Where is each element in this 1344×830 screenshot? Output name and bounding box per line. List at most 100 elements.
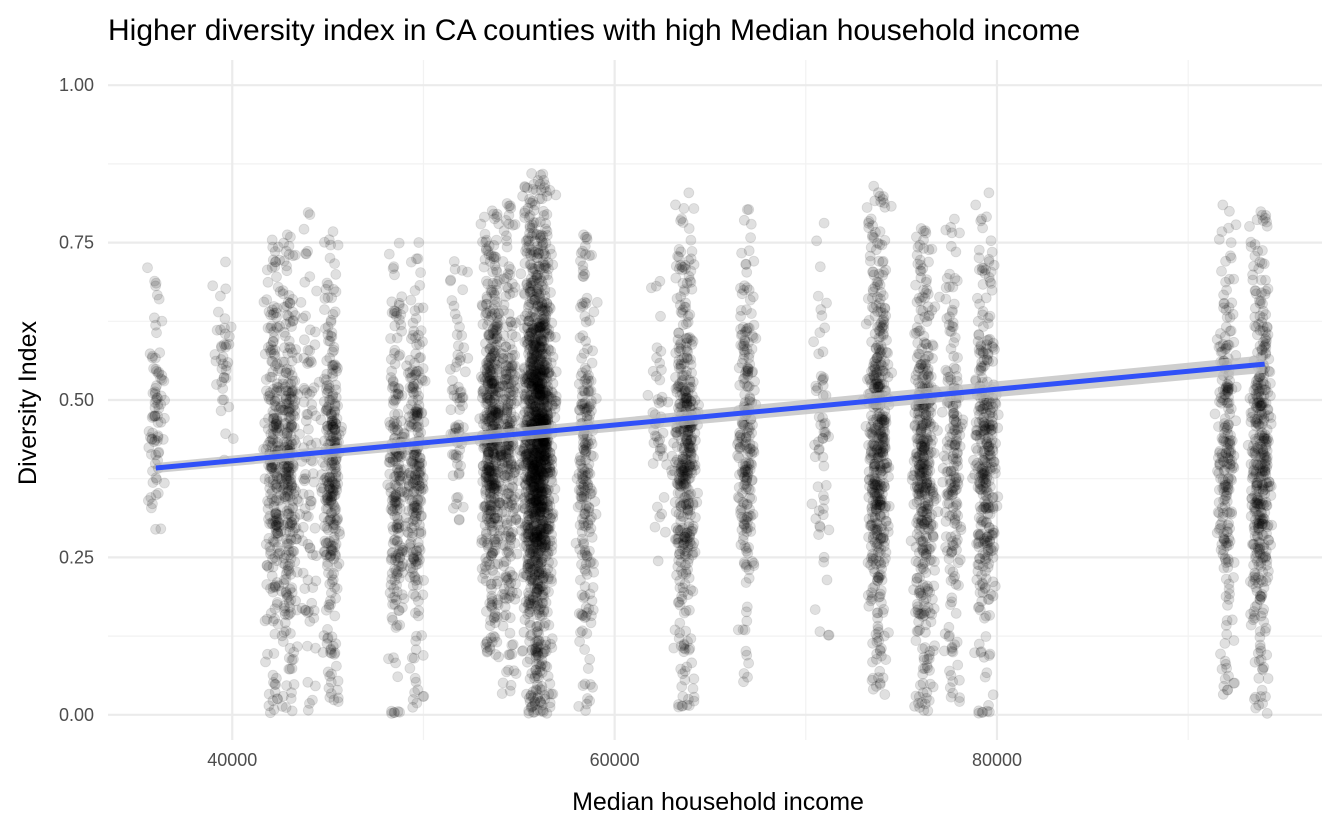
- data-point: [223, 338, 235, 350]
- data-point: [146, 433, 158, 445]
- data-point: [324, 430, 336, 442]
- data-point: [446, 295, 458, 306]
- data-point: [524, 369, 536, 381]
- data-point: [538, 259, 549, 271]
- data-point: [498, 305, 509, 316]
- data-point: [271, 520, 283, 532]
- data-point: [262, 341, 274, 353]
- data-point: [267, 434, 279, 446]
- data-point: [298, 223, 310, 235]
- data-point: [743, 657, 754, 669]
- data-point: [385, 333, 397, 344]
- data-point: [733, 452, 745, 464]
- data-point: [393, 521, 405, 533]
- data-point: [259, 615, 271, 627]
- data-point: [264, 371, 276, 383]
- data-point: [156, 374, 168, 386]
- data-point: [271, 415, 283, 427]
- data-point: [152, 417, 164, 428]
- data-point: [262, 495, 274, 507]
- data-point: [688, 203, 700, 214]
- data-point: [584, 695, 595, 707]
- data-point: [740, 475, 752, 486]
- data-point: [270, 508, 282, 519]
- data-point: [521, 182, 533, 194]
- data-point: [220, 256, 231, 268]
- data-point: [591, 296, 603, 308]
- data-point: [815, 370, 827, 382]
- data-point: [449, 263, 461, 275]
- data-point: [152, 399, 164, 411]
- data-point: [521, 335, 533, 347]
- data-point: [269, 603, 281, 615]
- data-point: [147, 477, 159, 488]
- data-point: [216, 340, 227, 352]
- data-point: [220, 360, 232, 372]
- data-point: [536, 514, 547, 526]
- data-point: [396, 589, 408, 601]
- data-point: [809, 451, 821, 463]
- data-point: [143, 442, 155, 453]
- data-point: [217, 383, 229, 394]
- data-point: [687, 683, 699, 694]
- data-point: [489, 632, 501, 643]
- data-point: [444, 275, 456, 287]
- data-point: [587, 681, 598, 693]
- data-point: [812, 290, 824, 302]
- data-point: [328, 500, 340, 511]
- data-point: [413, 302, 425, 314]
- data-point: [146, 433, 158, 445]
- data-point: [401, 546, 413, 558]
- data-point: [157, 433, 169, 445]
- data-point: [506, 481, 518, 492]
- data-point: [536, 648, 548, 659]
- data-point: [272, 618, 284, 630]
- data-point: [260, 374, 272, 385]
- data-point: [533, 658, 545, 670]
- data-point: [408, 570, 420, 582]
- data-point: [149, 388, 161, 400]
- data-point: [268, 648, 280, 659]
- data-point: [271, 577, 283, 588]
- data-point: [322, 385, 334, 397]
- data-point: [673, 701, 684, 713]
- data-point: [746, 308, 757, 319]
- data-point: [536, 684, 547, 696]
- data-point: [148, 312, 160, 324]
- data-point: [270, 528, 282, 540]
- data-point: [270, 506, 282, 518]
- data-point: [383, 248, 395, 260]
- data-point: [261, 385, 272, 397]
- data-point: [404, 662, 416, 674]
- data-point: [576, 352, 587, 364]
- data-point: [263, 688, 275, 700]
- data-point: [263, 306, 275, 318]
- data-point: [454, 355, 466, 366]
- data-point: [585, 488, 597, 499]
- data-point: [143, 425, 155, 437]
- data-point: [150, 489, 162, 501]
- data-point: [219, 328, 231, 340]
- data-point: [149, 410, 161, 422]
- data-point: [505, 532, 517, 544]
- data-point: [813, 436, 824, 448]
- data-point: [408, 652, 420, 664]
- data-point: [686, 381, 697, 393]
- data-point: [544, 512, 556, 524]
- data-point: [738, 518, 749, 530]
- data-point: [270, 418, 282, 430]
- data-point: [673, 596, 685, 608]
- data-point: [407, 408, 419, 420]
- data-point: [266, 570, 278, 582]
- data-point: [218, 371, 230, 383]
- data-point: [691, 496, 703, 508]
- data-point: [331, 365, 342, 377]
- data-point: [270, 307, 282, 319]
- data-point: [155, 398, 167, 410]
- data-point: [300, 310, 312, 322]
- data-point: [536, 527, 547, 539]
- data-point: [330, 268, 342, 280]
- data-point: [497, 256, 509, 267]
- data-point: [407, 477, 419, 489]
